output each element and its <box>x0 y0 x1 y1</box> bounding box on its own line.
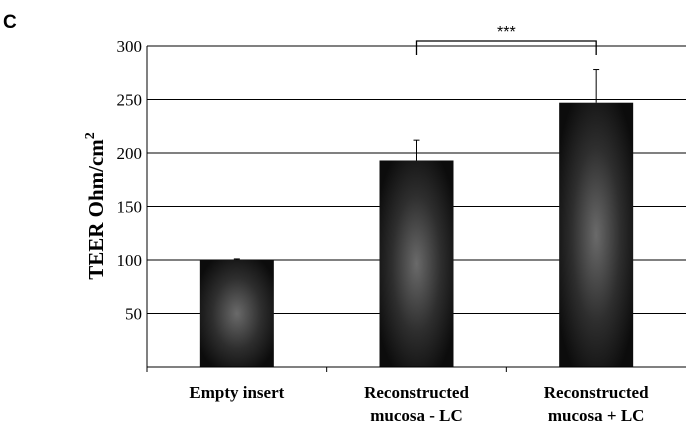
y-tick-label: 300 <box>117 37 143 56</box>
x-tick-label: Reconstructed <box>364 383 469 402</box>
x-tick-label: Empty insert <box>189 383 284 402</box>
y-tick-label: 250 <box>117 91 143 110</box>
bar <box>379 160 454 367</box>
x-tick-label: mucosa + LC <box>548 406 645 425</box>
y-tick-label: 200 <box>117 144 143 163</box>
x-tick-label: mucosa - LC <box>370 406 463 425</box>
y-tick-label: 100 <box>117 251 143 270</box>
significance-label: *** <box>497 24 516 41</box>
y-tick-labels: 50 100 150 200 250 300 <box>117 37 143 324</box>
y-tick-label: 150 <box>117 198 143 217</box>
significance-bracket-line <box>415 40 597 55</box>
significance-bracket: *** <box>415 24 597 55</box>
bar <box>199 260 274 367</box>
axes <box>146 46 686 372</box>
error-bars <box>233 69 600 260</box>
x-tick-labels: Empty insert Reconstructed mucosa - LC Reco… <box>189 383 649 425</box>
bar <box>559 102 634 368</box>
bars <box>199 102 634 368</box>
panel-label: C <box>3 12 17 33</box>
x-tick-label: Reconstructed <box>544 383 649 402</box>
y-tick-label: 50 <box>125 305 142 324</box>
y-axis-title: TEER Ohm/cm2 <box>83 132 108 280</box>
